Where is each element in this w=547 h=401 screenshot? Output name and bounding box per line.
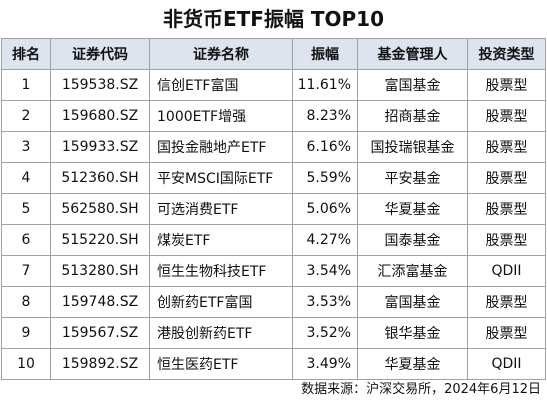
table-cell: 招商基金 bbox=[357, 100, 468, 132]
table-cell: 国泰基金 bbox=[357, 224, 468, 256]
table-cell: 159892.SZ bbox=[50, 348, 150, 380]
column-header: 基金管理人 bbox=[357, 38, 468, 70]
table-cell: 512360.SH bbox=[50, 162, 150, 194]
table-cell: 6.16% bbox=[292, 131, 358, 163]
table-cell: 159538.SZ bbox=[50, 69, 150, 101]
table-cell: 华夏基金 bbox=[357, 348, 468, 380]
table-row: 9 159567.SZ 港股创新药ETF 3.52% 银华基金 股票型 bbox=[1, 317, 546, 349]
table-cell: 9 bbox=[1, 317, 51, 349]
table-row: 2 159680.SZ 1000ETF增强 8.23% 招商基金 股票型 bbox=[1, 100, 546, 132]
table-cell: 国投金融地产ETF bbox=[149, 131, 293, 163]
table-cell: 2 bbox=[1, 100, 51, 132]
table-cell: 平安基金 bbox=[357, 162, 468, 194]
table-cell: 159933.SZ bbox=[50, 131, 150, 163]
table-cell: 8 bbox=[1, 286, 51, 318]
table-cell: 8.23% bbox=[292, 100, 358, 132]
table-cell: 4 bbox=[1, 162, 51, 194]
table-cell: 富国基金 bbox=[357, 286, 468, 318]
table-cell: 11.61% bbox=[292, 69, 358, 101]
table-row: 4 512360.SH 平安MSCI国际ETF 5.59% 平安基金 股票型 bbox=[1, 162, 546, 194]
column-header: 证券名称 bbox=[149, 38, 293, 70]
table-cell: 5 bbox=[1, 193, 51, 225]
table-cell: QDII bbox=[467, 348, 546, 380]
column-header: 排名 bbox=[1, 38, 51, 70]
table-cell: 股票型 bbox=[467, 317, 546, 349]
table-cell: 7 bbox=[1, 255, 51, 287]
table-row: 5 562580.SH 可选消费ETF 5.06% 华夏基金 股票型 bbox=[1, 193, 546, 225]
column-header: 证券代码 bbox=[50, 38, 150, 70]
table-cell: 159748.SZ bbox=[50, 286, 150, 318]
table-cell: 5.06% bbox=[292, 193, 358, 225]
table: 排名 证券代码 证券名称 振幅 基金管理人 投资类型 1 159538.SZ 信创ETF富国 1… bbox=[1, 38, 546, 380]
table-cell: 港股创新药ETF bbox=[149, 317, 293, 349]
table-cell: 3.49% bbox=[292, 348, 358, 380]
table-cell: 159567.SZ bbox=[50, 317, 150, 349]
table-cell: 3 bbox=[1, 131, 51, 163]
table-cell: 国投瑞银基金 bbox=[357, 131, 468, 163]
table-cell: 515220.SH bbox=[50, 224, 150, 256]
column-header: 投资类型 bbox=[467, 38, 546, 70]
table-row: 8 159748.SZ 创新药ETF富国 3.53% 富国基金 股票型 bbox=[1, 286, 546, 318]
table-cell: QDII bbox=[467, 255, 546, 287]
table-cell: 煤炭ETF bbox=[149, 224, 293, 256]
table-cell: 华夏基金 bbox=[357, 193, 468, 225]
table-cell: 10 bbox=[1, 348, 51, 380]
table-cell: 3.52% bbox=[292, 317, 358, 349]
table-cell: 1 bbox=[1, 69, 51, 101]
header-row: 排名 证券代码 证券名称 振幅 基金管理人 投资类型 bbox=[1, 38, 546, 70]
table-cell: 4.27% bbox=[292, 224, 358, 256]
table-cell: 股票型 bbox=[467, 224, 546, 256]
table-cell: 3.54% bbox=[292, 255, 358, 287]
table-cell: 恒生医药ETF bbox=[149, 348, 293, 380]
table-cell: 银华基金 bbox=[357, 317, 468, 349]
title: 非货币ETF振幅 TOP10 bbox=[162, 7, 385, 31]
table-row: 3 159933.SZ 国投金融地产ETF 6.16% 国投瑞银基金 股票型 bbox=[1, 131, 546, 163]
table-cell: 股票型 bbox=[467, 286, 546, 318]
table-cell: 可选消费ETF bbox=[149, 193, 293, 225]
table-cell: 513280.SH bbox=[50, 255, 150, 287]
source-note: 数据来源：沪深交易所，2024年6月12日 bbox=[301, 382, 541, 397]
table-cell: 平安MSCI国际ETF bbox=[149, 162, 293, 194]
table-cell: 股票型 bbox=[467, 100, 546, 132]
table-row: 1 159538.SZ 信创ETF富国 11.61% 富国基金 股票型 bbox=[1, 69, 546, 101]
table-cell: 恒生生物科技ETF bbox=[149, 255, 293, 287]
table-row: 6 515220.SH 煤炭ETF 4.27% 国泰基金 股票型 bbox=[1, 224, 546, 256]
column-header: 振幅 bbox=[292, 38, 358, 70]
table-cell: 6 bbox=[1, 224, 51, 256]
table-cell: 股票型 bbox=[467, 69, 546, 101]
table-cell: 1000ETF增强 bbox=[149, 100, 293, 132]
table-row: 10 159892.SZ 恒生医药ETF 3.49% 华夏基金 QDII bbox=[1, 348, 546, 380]
table-cell: 股票型 bbox=[467, 162, 546, 194]
table-cell: 股票型 bbox=[467, 131, 546, 163]
table-cell: 汇添富基金 bbox=[357, 255, 468, 287]
table-cell: 5.59% bbox=[292, 162, 358, 194]
table-cell: 159680.SZ bbox=[50, 100, 150, 132]
table-cell: 富国基金 bbox=[357, 69, 468, 101]
table-cell: 股票型 bbox=[467, 193, 546, 225]
table-row: 7 513280.SH 恒生生物科技ETF 3.54% 汇添富基金 QDII bbox=[1, 255, 546, 287]
table-cell: 3.53% bbox=[292, 286, 358, 318]
table-cell: 信创ETF富国 bbox=[149, 69, 293, 101]
table-cell: 562580.SH bbox=[50, 193, 150, 225]
table-cell: 创新药ETF富国 bbox=[149, 286, 293, 318]
